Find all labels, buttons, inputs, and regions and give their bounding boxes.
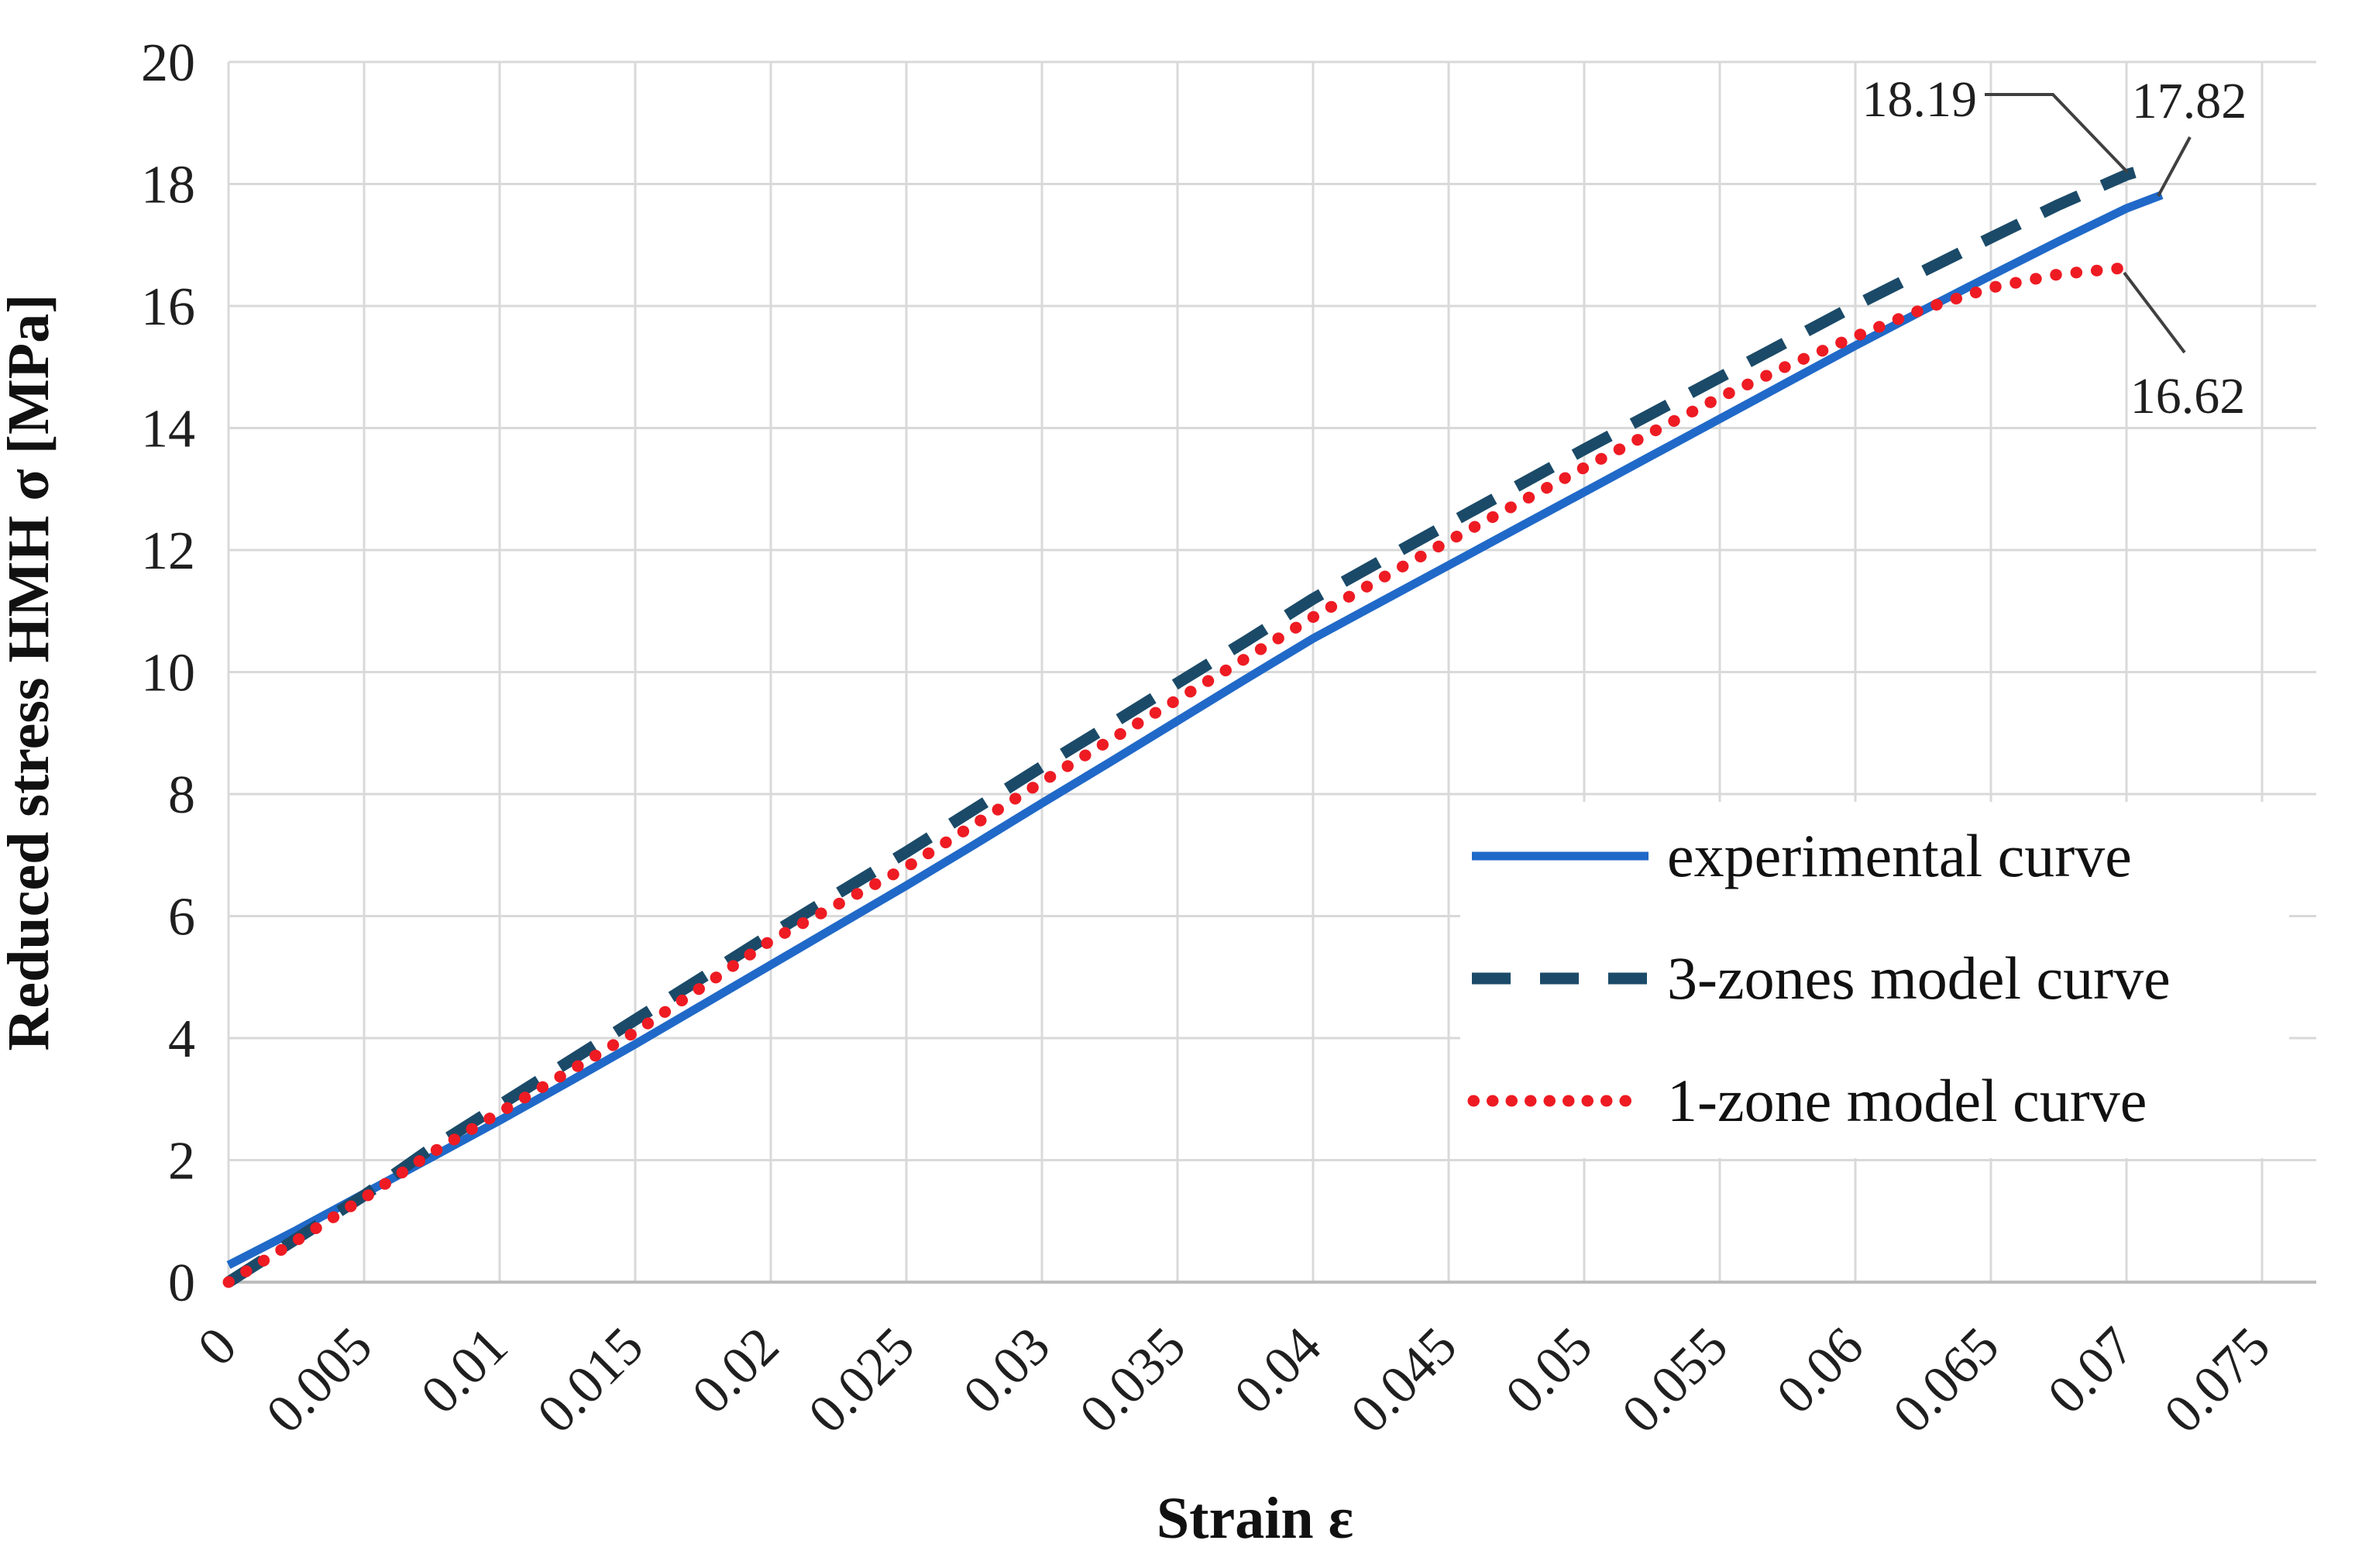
y-tick-label: 18 <box>141 156 195 215</box>
x-tick-label: 0.035 <box>1068 1316 1197 1445</box>
y-tick-label: 4 <box>168 1009 195 1069</box>
legend-background <box>1460 802 2289 1158</box>
x-tick-label: 0.005 <box>255 1316 383 1445</box>
y-tick-label: 6 <box>168 888 195 947</box>
x-tick-label: 0.015 <box>526 1316 655 1445</box>
y-tick-label: 20 <box>141 33 195 93</box>
x-tick-label: 0.03 <box>952 1316 1061 1425</box>
x-tick-label: 0.065 <box>1882 1316 2010 1445</box>
x-tick-label: 0.02 <box>681 1316 790 1425</box>
y-tick-label: 8 <box>168 765 195 825</box>
x-axis-title: Strain ε <box>1157 1486 1353 1551</box>
x-tick-label: 0.07 <box>2037 1316 2146 1425</box>
legend-item-1-zone-model: 1-zone model curve <box>1467 1067 2147 1134</box>
x-tick-label: 0.045 <box>1339 1316 1468 1445</box>
data-point-label-18-19: 18.19 <box>1862 71 1978 128</box>
leader-line-17-82 <box>2157 136 2192 197</box>
y-tick-label: 10 <box>141 644 195 703</box>
curve-3-zones-model-curve <box>225 167 2137 1288</box>
x-tick-label: 0.05 <box>1494 1316 1604 1425</box>
leader-line-18-19 <box>1985 93 2129 174</box>
x-tick-label: 0.06 <box>1765 1316 1875 1425</box>
curve-experimental-curve <box>226 191 2164 1269</box>
legend: experimental curve 3-zones model curve 1… <box>1460 802 2289 1158</box>
leader-line-16-62 <box>2123 271 2186 354</box>
legend-label-experimental: experimental curve <box>1667 822 2132 889</box>
y-tick-label: 16 <box>141 277 195 337</box>
legend-label-3-zones-model: 3-zones model curve <box>1667 944 2171 1012</box>
x-tick-label: 0.025 <box>797 1316 926 1445</box>
x-tick-label: 0.01 <box>410 1316 519 1425</box>
y-axis-title: Reduced stress HMH σ [MPa] <box>0 294 61 1050</box>
curve-1-zone-model-curve <box>222 262 2127 1288</box>
x-axis-tick-labels: 0 0.005 0.01 0.015 0.02 0.025 0.03 0.035 0.04 0.0… <box>187 1316 2281 1445</box>
y-tick-label: 12 <box>141 521 195 581</box>
plot-curves <box>222 167 2164 1288</box>
y-tick-label: 14 <box>141 400 195 459</box>
x-tick-label: 0.04 <box>1223 1316 1332 1425</box>
legend-label-1-zone-model: 1-zone model curve <box>1667 1067 2147 1134</box>
data-point-label-17-82: 17.82 <box>2132 73 2247 129</box>
x-tick-label: 0 <box>187 1316 248 1377</box>
legend-item-3-zones-model: 3-zones model curve <box>1472 944 2171 1012</box>
legend-item-experimental: experimental curve <box>1472 822 2132 889</box>
annotations: 18.19 17.82 16.62 <box>1862 71 2247 425</box>
y-tick-label: 0 <box>168 1253 195 1313</box>
data-point-label-16-62: 16.62 <box>2130 368 2246 425</box>
x-tick-label: 0.055 <box>1611 1316 1739 1445</box>
x-tick-label: 0.075 <box>2153 1316 2281 1445</box>
y-axis-tick-labels: 0 2 4 6 8 10 12 14 16 18 20 <box>141 33 195 1313</box>
y-tick-label: 2 <box>168 1132 195 1191</box>
